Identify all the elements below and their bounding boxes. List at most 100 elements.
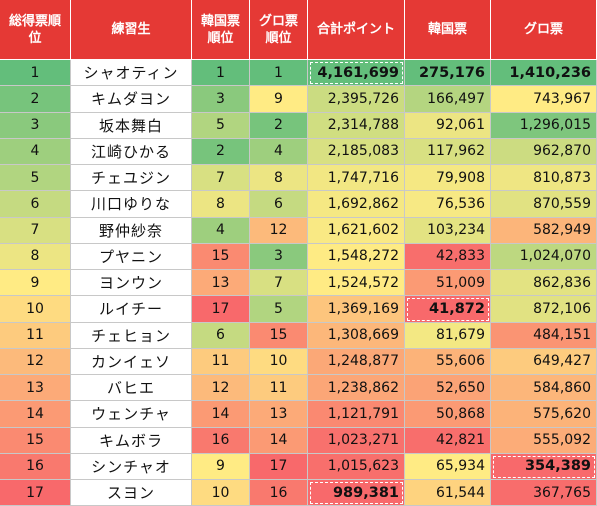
cell-global-votes: 555,092	[491, 427, 597, 454]
cell-global-votes: 1,410,236	[491, 60, 597, 87]
cell-global-rank: 3	[250, 243, 308, 270]
cell-korea-votes: 275,176	[405, 60, 491, 87]
cell-global-votes: 1,296,015	[491, 112, 597, 139]
cell-korea-rank: 8	[192, 191, 250, 218]
cell-overall-rank: 12	[0, 348, 71, 375]
cell-korea-votes: 65,934	[405, 453, 491, 480]
cell-korea-rank: 14	[192, 401, 250, 428]
table-row[interactable]: 9 ヨンウン 13 7 1,524,572 51,009 862,836	[0, 270, 597, 297]
cell-global-rank: 4	[250, 138, 308, 165]
header-global-votes[interactable]: グロ票	[491, 0, 597, 60]
cell-global-rank: 9	[250, 86, 308, 113]
cell-korea-votes: 55,606	[405, 348, 491, 375]
table-row[interactable]: 8 プヤニン 15 3 1,548,272 42,833 1,024,070	[0, 243, 597, 270]
cell-trainee-name: シンチャオ	[71, 453, 192, 480]
cell-overall-rank: 5	[0, 165, 71, 192]
table-row[interactable]: 13 バヒエ 12 11 1,238,862 52,650 584,860	[0, 375, 597, 402]
table-row[interactable]: 4 江崎ひかる 2 4 2,185,083 117,962 962,870	[0, 138, 597, 165]
cell-global-votes: 810,873	[491, 165, 597, 192]
cell-overall-rank: 4	[0, 138, 71, 165]
header-trainee[interactable]: 練習生	[71, 0, 192, 60]
header-total-points[interactable]: 合計ポイント	[308, 0, 405, 60]
cell-korea-votes: 117,962	[405, 138, 491, 165]
cell-korea-votes: 61,544	[405, 480, 491, 506]
table-row[interactable]: 7 野仲紗奈 4 12 1,621,602 103,234 582,949	[0, 217, 597, 244]
table-row[interactable]: 5 チェユジン 7 8 1,747,716 79,908 810,873	[0, 165, 597, 192]
header-overall-rank[interactable]: 総得票順 位	[0, 0, 71, 60]
header-korea-votes[interactable]: 韓国票	[405, 0, 491, 60]
cell-trainee-name: 坂本舞白	[71, 112, 192, 139]
table-row[interactable]: 14 ウェンチャ 14 13 1,121,791 50,868 575,620	[0, 401, 597, 428]
cell-overall-rank: 2	[0, 86, 71, 113]
cell-korea-rank: 10	[192, 480, 250, 506]
cell-total-points: 1,023,271	[308, 427, 405, 454]
cell-global-votes: 354,389	[491, 453, 597, 480]
cell-global-votes: 862,836	[491, 270, 597, 297]
table-row[interactable]: 2 キムダヨン 3 9 2,395,726 166,497 743,967	[0, 86, 597, 113]
cell-global-rank: 17	[250, 453, 308, 480]
cell-global-rank: 15	[250, 322, 308, 349]
cell-global-votes: 575,620	[491, 401, 597, 428]
table-row[interactable]: 12 カンイェソ 11 10 1,248,877 55,606 649,427	[0, 348, 597, 375]
cell-korea-votes: 166,497	[405, 86, 491, 113]
cell-global-rank: 14	[250, 427, 308, 454]
cell-korea-votes: 81,679	[405, 322, 491, 349]
table-row[interactable]: 3 坂本舞白 5 2 2,314,788 92,061 1,296,015	[0, 112, 597, 139]
cell-korea-votes: 92,061	[405, 112, 491, 139]
cell-global-rank: 2	[250, 112, 308, 139]
cell-korea-rank: 5	[192, 112, 250, 139]
cell-trainee-name: シャオティン	[71, 60, 192, 87]
cell-global-rank: 1	[250, 60, 308, 87]
cell-korea-rank: 16	[192, 427, 250, 454]
cell-trainee-name: 川口ゆりな	[71, 191, 192, 218]
cell-total-points: 1,747,716	[308, 165, 405, 192]
cell-trainee-name: キムダヨン	[71, 86, 192, 113]
cell-global-votes: 367,765	[491, 480, 597, 506]
cell-trainee-name: ルイチー	[71, 296, 192, 323]
cell-global-rank: 13	[250, 401, 308, 428]
cell-overall-rank: 8	[0, 243, 71, 270]
table-row[interactable]: 10 ルイチー 17 5 1,369,169 41,872 872,106	[0, 296, 597, 323]
cell-overall-rank: 16	[0, 453, 71, 480]
cell-global-rank: 10	[250, 348, 308, 375]
cell-total-points: 4,161,699	[308, 60, 405, 87]
cell-global-rank: 8	[250, 165, 308, 192]
cell-global-votes: 584,860	[491, 375, 597, 402]
cell-global-rank: 12	[250, 217, 308, 244]
table-row[interactable]: 17 スヨン 10 16 989,381 61,544 367,765	[0, 480, 597, 506]
header-global-rank[interactable]: グロ票 順位	[250, 0, 308, 60]
cell-korea-rank: 17	[192, 296, 250, 323]
cell-total-points: 1,621,602	[308, 217, 405, 244]
cell-total-points: 1,524,572	[308, 270, 405, 297]
cell-global-votes: 962,870	[491, 138, 597, 165]
cell-global-rank: 6	[250, 191, 308, 218]
cell-global-votes: 582,949	[491, 217, 597, 244]
cell-korea-rank: 3	[192, 86, 250, 113]
cell-overall-rank: 17	[0, 480, 71, 506]
cell-total-points: 1,308,669	[308, 322, 405, 349]
cell-korea-rank: 2	[192, 138, 250, 165]
cell-korea-rank: 6	[192, 322, 250, 349]
cell-trainee-name: カンイェソ	[71, 348, 192, 375]
cell-korea-votes: 42,833	[405, 243, 491, 270]
cell-overall-rank: 9	[0, 270, 71, 297]
table-row[interactable]: 11 チェヒョン 6 15 1,308,669 81,679 484,151	[0, 322, 597, 349]
cell-korea-rank: 1	[192, 60, 250, 87]
cell-overall-rank: 10	[0, 296, 71, 323]
cell-total-points: 1,369,169	[308, 296, 405, 323]
table-row[interactable]: 16 シンチャオ 9 17 1,015,623 65,934 354,389	[0, 453, 597, 480]
table-row[interactable]: 6 川口ゆりな 8 6 1,692,862 76,536 870,559	[0, 191, 597, 218]
cell-overall-rank: 14	[0, 401, 71, 428]
cell-korea-votes: 50,868	[405, 401, 491, 428]
table-row[interactable]: 15 キムボラ 16 14 1,023,271 42,821 555,092	[0, 427, 597, 454]
cell-trainee-name: 江崎ひかる	[71, 138, 192, 165]
table-row[interactable]: 1 シャオティン 1 1 4,161,699 275,176 1,410,236	[0, 60, 597, 87]
cell-global-votes: 743,967	[491, 86, 597, 113]
cell-trainee-name: バヒエ	[71, 375, 192, 402]
header-korea-rank[interactable]: 韓国票 順位	[192, 0, 250, 60]
cell-korea-votes: 52,650	[405, 375, 491, 402]
cell-global-votes: 484,151	[491, 322, 597, 349]
cell-overall-rank: 6	[0, 191, 71, 218]
cell-korea-votes: 51,009	[405, 270, 491, 297]
